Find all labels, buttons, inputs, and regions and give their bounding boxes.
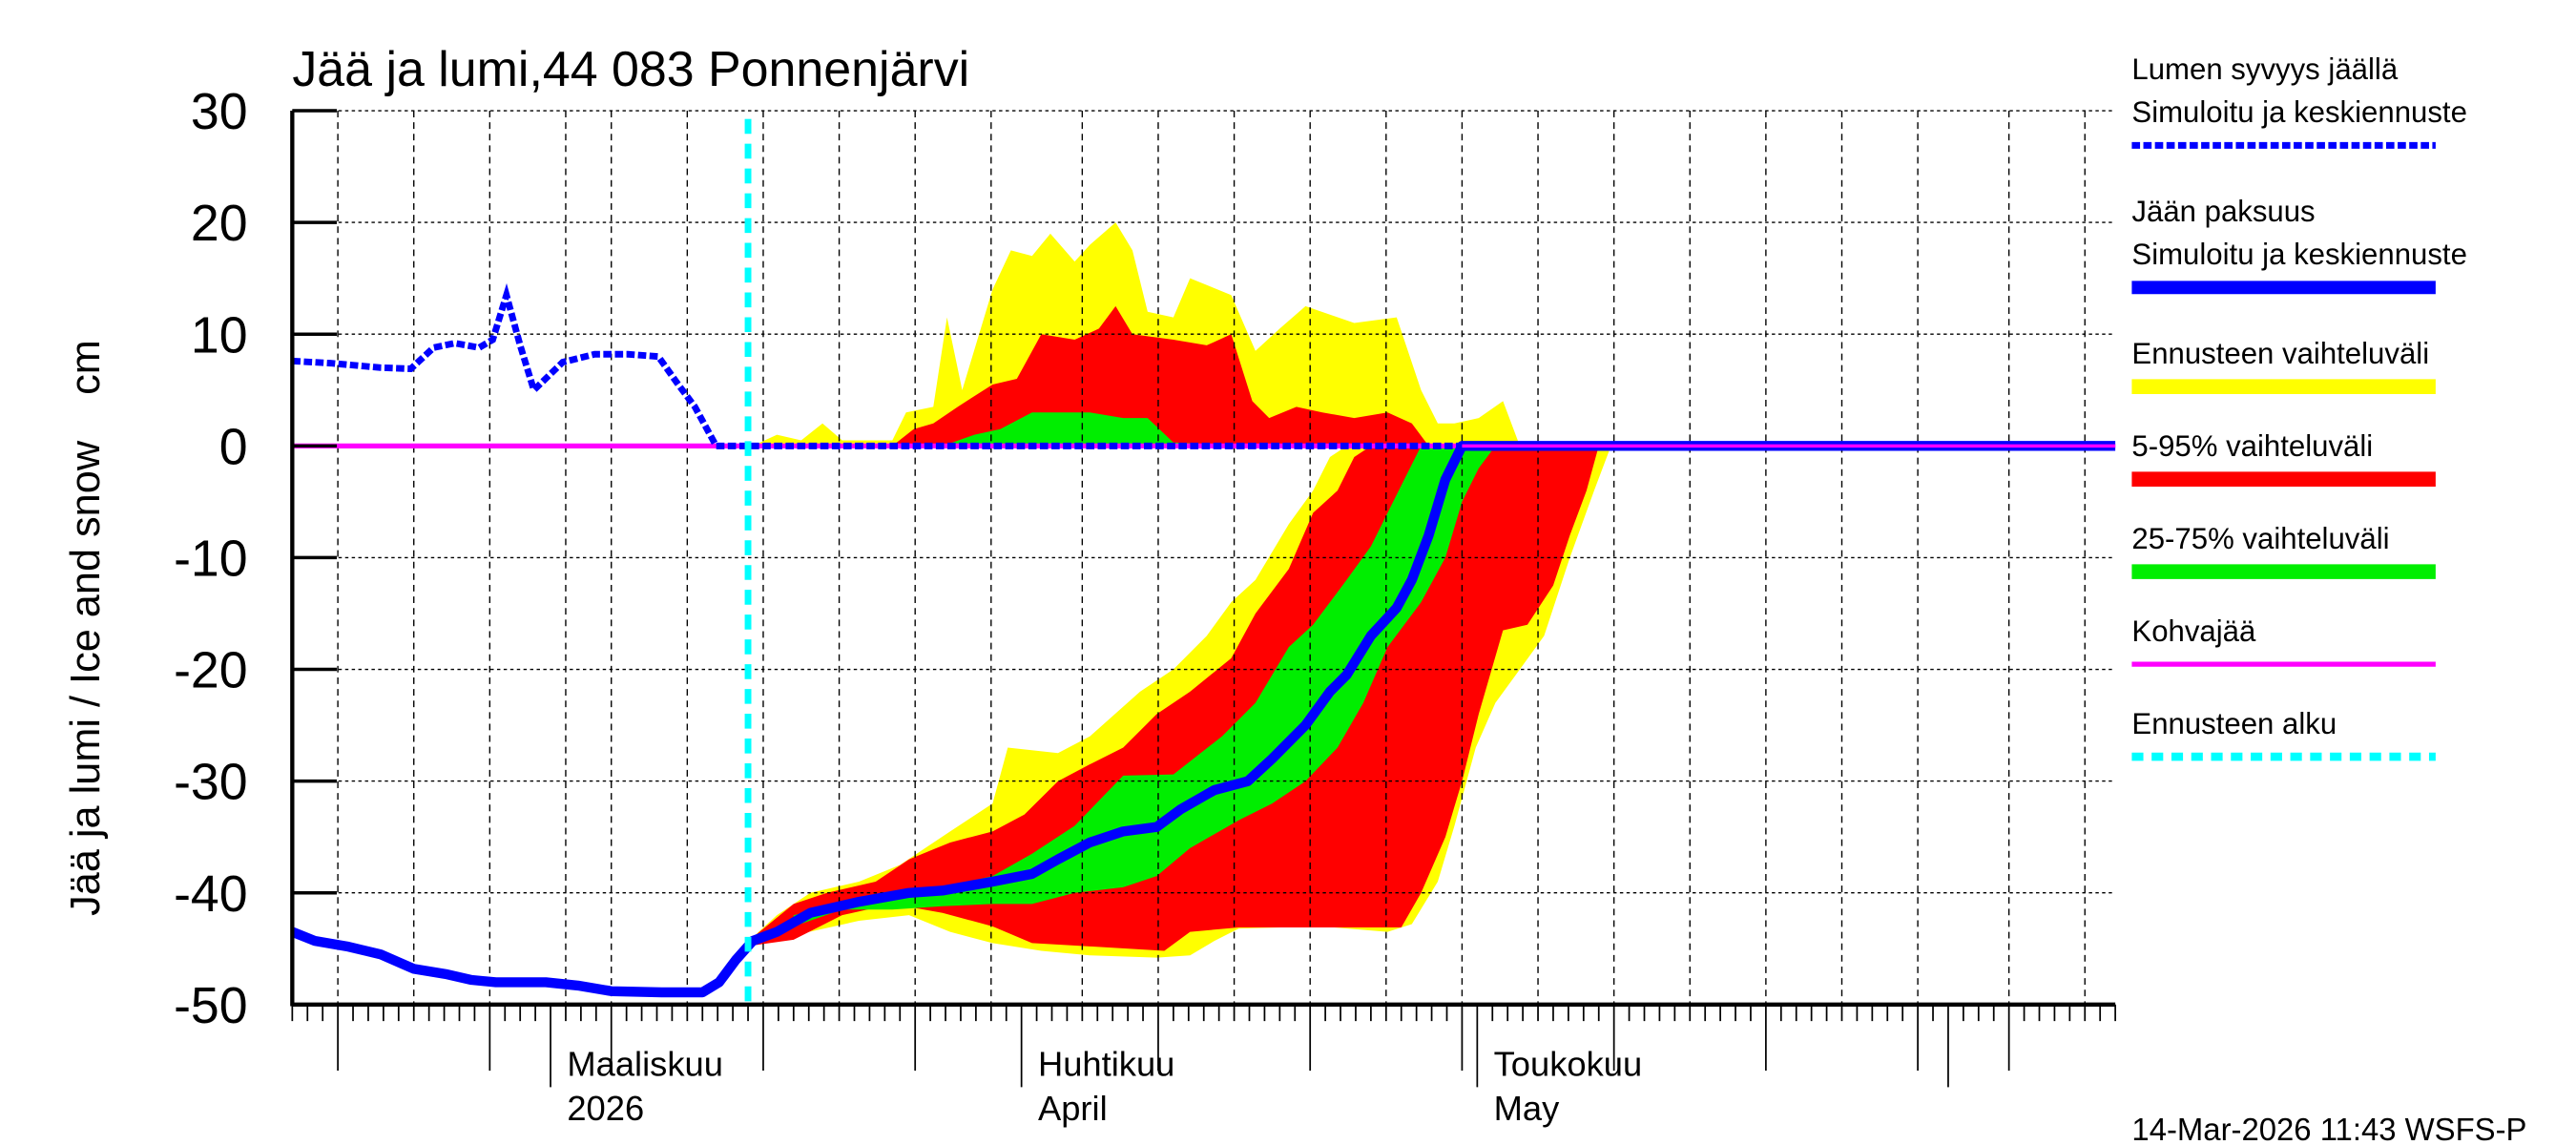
band-p25-75-snow (942, 412, 1256, 447)
ice-thickness-line (290, 441, 2116, 998)
y-tick-label: 10 (191, 306, 248, 364)
band-p5-95-snow (892, 305, 1429, 447)
x-month-sublabel: 2026 (567, 1089, 644, 1128)
legend-sublabel: Simuloitu ja keskiennuste (2131, 95, 2466, 129)
lines-layer (290, 118, 2116, 1005)
x-month-label: Huhtikuu (1038, 1044, 1174, 1083)
legend-label: Jään paksuus (2131, 195, 2315, 228)
bands-layer (752, 222, 1611, 958)
y-tick-label: -40 (174, 865, 248, 923)
band-ensemble-range-snow (752, 222, 1520, 447)
legend: Lumen syvyys jäällä Simuloitu ja keskienn… (2131, 52, 2467, 761)
snow-depth-line (292, 282, 1463, 449)
y-axis-label: Jää ja lumi / Ice and snow cm (63, 340, 109, 916)
chart-title: Jää ja lumi,44 083 Ponnenjärvi (292, 42, 969, 97)
y-tick-label: -30 (174, 754, 248, 811)
axes-layer: 30 20 10 0 -10 -20 -30 -40 -50 Maaliskuu 2026 Huhti… (174, 83, 2116, 1128)
y-tick-label: -20 (174, 642, 248, 699)
y-tick-label: 0 (219, 418, 248, 475)
x-month-label: Maaliskuu (567, 1044, 723, 1083)
y-tick-label: 20 (191, 195, 248, 252)
x-month-sublabel: May (1494, 1089, 1560, 1128)
y-tick-label: -10 (174, 530, 248, 587)
legend-label: Ennusteen alku (2131, 707, 2337, 740)
x-month-sublabel: April (1038, 1089, 1108, 1128)
timestamp: 14-Mar-2026 11:43 WSFS-P (2131, 1112, 2526, 1145)
legend-label: Kohvajää (2131, 614, 2256, 648)
legend-sublabel: Simuloitu ja keskiennuste (2131, 238, 2466, 271)
y-tick-label: -50 (174, 977, 248, 1034)
legend-label: 5-95% vaihteluväli (2131, 429, 2373, 463)
legend-label: Ennusteen vaihteluväli (2131, 337, 2429, 370)
legend-label: 25-75% vaihteluväli (2131, 522, 2389, 555)
y-tick-label: 30 (191, 83, 248, 140)
legend-label: Lumen syvyys jäällä (2131, 52, 2398, 86)
x-month-label: Toukokuu (1494, 1044, 1643, 1083)
